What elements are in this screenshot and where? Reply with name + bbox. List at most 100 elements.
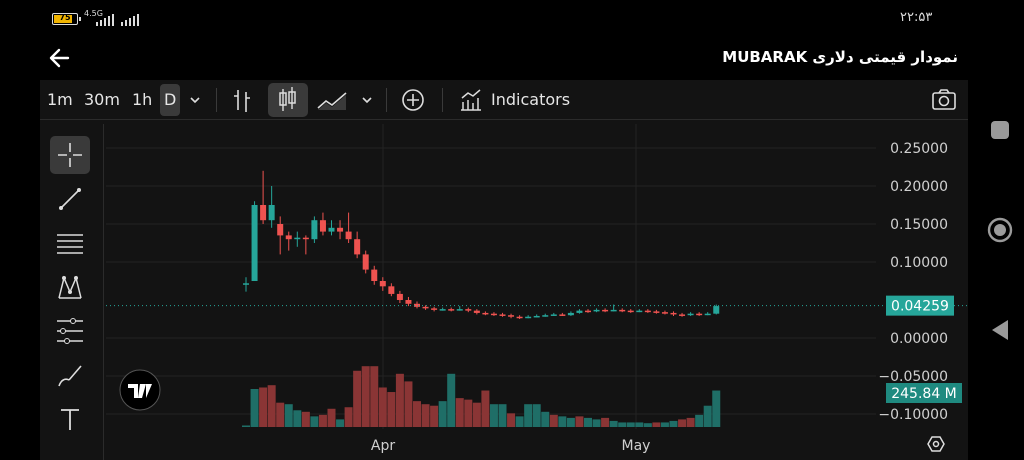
candle-body — [311, 220, 318, 240]
volume-bar — [284, 404, 293, 427]
chart-canvas[interactable]: 0.25000 0.20000 0.15000 0.10000 0.00000 −0.05… — [106, 124, 968, 460]
volume-bar — [532, 404, 541, 427]
timeframe-30m[interactable]: 30m — [84, 90, 120, 109]
y-tick-label: 0.00000 — [890, 331, 948, 347]
volume-bar — [541, 411, 550, 427]
candle-body — [679, 314, 686, 316]
y-tick-label: 0.15000 — [890, 217, 948, 233]
candle-body — [644, 310, 651, 313]
timeframe-1m[interactable]: 1m — [47, 90, 73, 109]
candle-body — [542, 315, 549, 317]
candle-body — [448, 309, 455, 311]
volume-bar — [430, 405, 439, 427]
crosshair-icon[interactable] — [50, 136, 90, 174]
timeframe-1h[interactable]: 1h — [132, 90, 153, 109]
volume-bar — [498, 404, 507, 427]
volume-bar — [293, 410, 302, 427]
square-icon[interactable] — [986, 116, 1014, 144]
candlestick-icon — [279, 87, 296, 111]
volume-bar — [438, 401, 447, 427]
volume-bar — [686, 417, 695, 427]
app-header: نمودار قیمتی دلاری MUBARAK — [0, 38, 976, 78]
volume-bar — [652, 422, 661, 427]
y-tick-label: −0.05000 — [878, 369, 948, 385]
candle-body — [593, 309, 600, 312]
volume-label: 245.84 M — [891, 386, 957, 402]
trend-line-icon[interactable] — [50, 180, 90, 218]
candle-body — [490, 313, 497, 316]
volume-bar — [481, 390, 490, 427]
camera-icon[interactable] — [930, 80, 958, 120]
volume-bar — [310, 416, 319, 427]
volume-bar — [712, 390, 721, 427]
volume-bar — [558, 416, 567, 427]
volume-bar — [489, 404, 498, 427]
candle-body — [661, 312, 668, 314]
chevron-down-icon[interactable] — [188, 80, 204, 120]
volume-bar — [344, 407, 353, 427]
candle-body — [653, 311, 660, 313]
candle-body — [328, 227, 335, 232]
candle-body — [414, 303, 420, 307]
candle-body — [302, 237, 309, 240]
pattern-icon[interactable] — [50, 268, 90, 306]
timeframe-d[interactable]: D — [160, 84, 181, 116]
y-tick-label: 0.20000 — [890, 179, 948, 195]
volume-bar — [575, 416, 584, 427]
volume-bar — [447, 373, 456, 427]
candle-body — [388, 286, 395, 294]
volume-bar — [678, 419, 687, 427]
y-tick-label: −0.10000 — [878, 407, 948, 423]
prediction-icon[interactable] — [50, 312, 90, 350]
triangle-back-icon[interactable] — [986, 316, 1014, 344]
signal-icon-2 — [121, 14, 139, 26]
brush-icon[interactable] — [50, 356, 90, 394]
candle-body — [619, 309, 626, 312]
volume-bar — [464, 399, 473, 427]
candle-body — [354, 239, 361, 255]
candle-body — [371, 269, 378, 281]
candle-body — [294, 237, 301, 240]
volume-bar — [609, 420, 618, 427]
battery-fill — [54, 15, 72, 23]
indicators-icon[interactable] — [458, 80, 484, 120]
tradingview-logo[interactable] — [119, 369, 161, 411]
divider — [216, 88, 217, 112]
network-type: 4.5G — [84, 9, 103, 18]
volume-bar — [370, 366, 379, 427]
volume-bar — [549, 414, 558, 427]
text-tool-icon[interactable] — [50, 400, 90, 438]
volume-bar — [404, 381, 413, 427]
volume-bar — [524, 404, 533, 427]
volume-bar — [566, 417, 575, 427]
volume-bar — [635, 422, 644, 427]
indicators-button[interactable]: Indicators — [491, 90, 571, 109]
x-tick-label: Apr — [371, 438, 395, 454]
record-icon[interactable] — [986, 216, 1014, 244]
volume-bar — [327, 408, 336, 427]
candle-body — [525, 316, 532, 319]
volume-bar — [276, 402, 285, 427]
candle-body — [499, 314, 506, 316]
divider-3 — [442, 88, 443, 112]
volume-bar — [267, 385, 276, 427]
arrow-left-icon[interactable] — [46, 44, 74, 72]
volume-bar — [361, 366, 370, 427]
area-chart-icon[interactable] — [316, 80, 348, 120]
chevron-down-icon-2[interactable] — [360, 80, 376, 120]
volume-bar — [515, 416, 524, 427]
y-tick-label: 0.25000 — [890, 141, 948, 157]
candle-body — [567, 312, 574, 316]
add-circle-icon[interactable] — [400, 80, 426, 120]
price-chart[interactable]: 0.25000 0.20000 0.15000 0.10000 0.00000 −0.05… — [106, 124, 968, 460]
candle-body — [696, 313, 703, 316]
candle-chart-type-button[interactable] — [268, 83, 308, 117]
fib-retracement-icon[interactable] — [50, 224, 90, 262]
candle-body — [473, 310, 480, 313]
drawing-toolbar — [40, 124, 104, 460]
candle-body — [687, 313, 694, 316]
settings-icon[interactable] — [927, 436, 945, 452]
candle-body — [260, 205, 267, 221]
bar-chart-type-icon[interactable] — [230, 80, 254, 120]
volume-bar — [318, 414, 327, 427]
